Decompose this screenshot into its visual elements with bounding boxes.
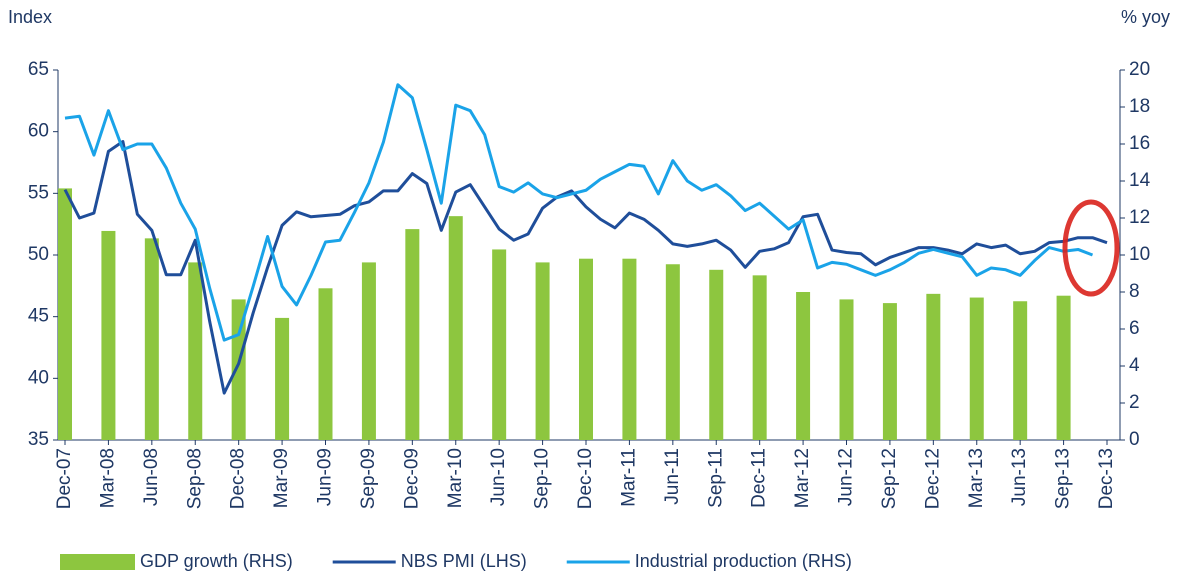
y2-tick-label: 2	[1129, 392, 1140, 413]
y2-tick-label: 16	[1129, 133, 1150, 154]
bar	[1056, 295, 1071, 440]
x-tick-label: Dec-12	[922, 448, 943, 509]
y2-tick-label: 0	[1129, 429, 1140, 450]
bar	[361, 262, 376, 440]
x-tick-label: Mar-12	[792, 448, 813, 508]
x-tick-label: Jun-13	[1009, 448, 1030, 506]
bar	[709, 269, 724, 440]
line-series	[64, 83, 1094, 342]
bar	[535, 262, 550, 440]
x-tick-label: Jun-08	[141, 448, 162, 506]
x-tick-label: Jun-11	[662, 448, 683, 505]
bar	[58, 188, 72, 440]
x-tick-label: Dec-11	[749, 448, 770, 508]
highlight-circle	[1062, 199, 1120, 297]
x-tick-label: Sep-08	[184, 448, 205, 509]
line-series	[63, 140, 1108, 395]
x-tick-label: Mar-08	[97, 448, 118, 508]
x-tick-label: Mar-09	[271, 448, 292, 508]
bar	[796, 292, 811, 440]
x-tick-label: Dec-07	[54, 448, 75, 509]
y2-tick-label: 20	[1129, 59, 1150, 80]
y2-tick-label: 14	[1129, 170, 1151, 191]
bar	[188, 262, 203, 440]
y-tick-label: 45	[28, 306, 49, 327]
x-tick-label: Sep-11	[705, 448, 726, 508]
bar	[318, 288, 333, 440]
bar	[275, 317, 290, 440]
x-tick-label: Jun-10	[488, 448, 509, 506]
x-tick-label: Sep-09	[358, 448, 379, 509]
y-axis-label: Index	[8, 7, 52, 27]
legend-label: GDP growth (RHS)	[140, 551, 293, 571]
y2-tick-label: 10	[1129, 244, 1150, 265]
x-tick-label: Sep-10	[532, 448, 553, 509]
y2-tick-label: 12	[1129, 207, 1150, 228]
x-tick-label: Sep-12	[879, 448, 900, 509]
legend-swatch	[60, 554, 135, 570]
y-tick-label: 50	[28, 244, 49, 265]
bar	[405, 229, 420, 440]
y-tick-label: 65	[28, 59, 49, 80]
x-tick-label: Dec-09	[401, 448, 422, 509]
bar	[1013, 301, 1028, 440]
y-tick-label: 40	[28, 367, 49, 388]
bar	[926, 293, 941, 440]
bar	[622, 258, 637, 440]
bar	[492, 249, 507, 440]
y2-tick-label: 4	[1129, 355, 1140, 376]
x-tick-label: Dec-08	[228, 448, 249, 509]
y-tick-label: 60	[28, 121, 49, 142]
legend-label: Industrial production (RHS)	[635, 551, 852, 571]
x-tick-label: Sep-13	[1053, 448, 1074, 509]
bar	[752, 275, 767, 440]
x-tick-label: Dec-13	[1096, 448, 1117, 509]
legend-label: NBS PMI (LHS)	[401, 551, 527, 571]
y-tick-label: 35	[28, 429, 49, 450]
bar	[101, 230, 116, 440]
bar	[665, 264, 680, 440]
bar	[882, 303, 897, 440]
y2-tick-label: 18	[1129, 96, 1150, 117]
y-tick-label: 55	[28, 182, 49, 203]
bar	[144, 238, 159, 440]
x-tick-label: Mar-11	[618, 448, 639, 507]
bar	[448, 216, 463, 440]
y2-tick-label: 8	[1129, 281, 1140, 302]
y2-tick-label: 6	[1129, 318, 1140, 339]
x-tick-label: Dec-10	[575, 448, 596, 509]
x-tick-label: Jun-12	[836, 448, 857, 506]
bar	[969, 297, 984, 440]
y2-axis-label: % yoy	[1121, 7, 1170, 27]
x-tick-label: Mar-10	[445, 448, 466, 508]
bar	[839, 299, 854, 440]
bar	[579, 258, 593, 440]
x-tick-label: Mar-13	[966, 448, 987, 508]
x-tick-label: Jun-09	[315, 448, 336, 506]
